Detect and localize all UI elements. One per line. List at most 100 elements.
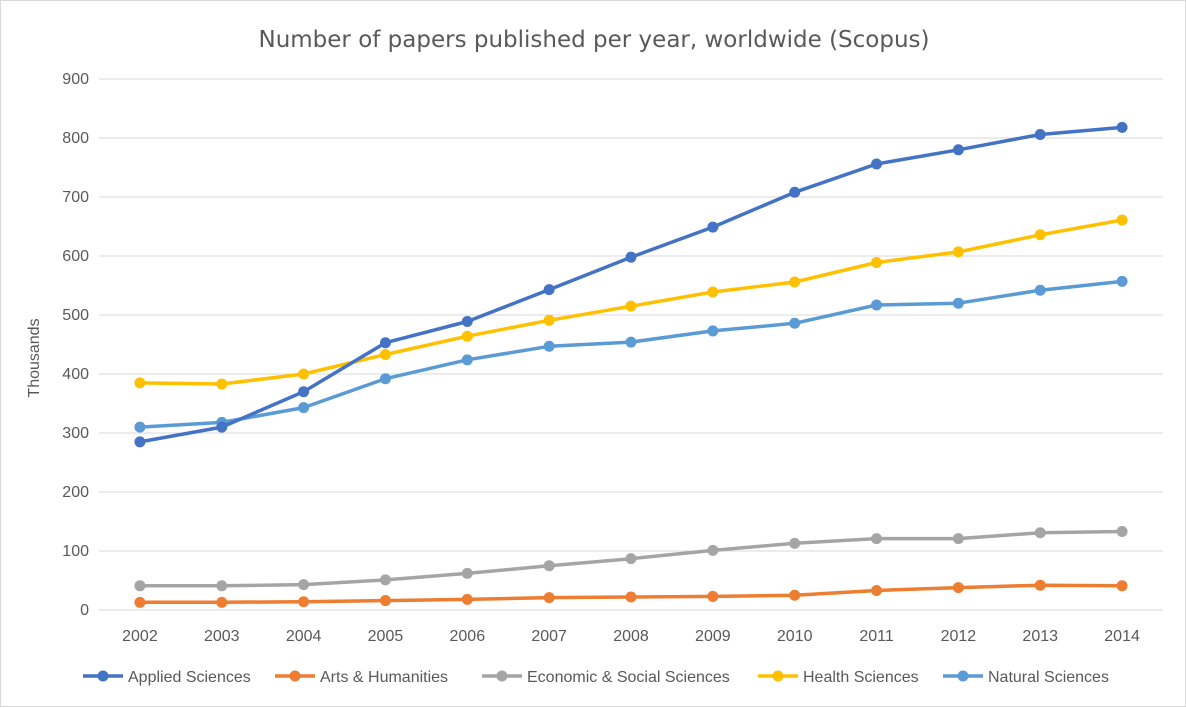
x-axis-ticks: 2002 2003 2004 2005 2006 2007 2008 2009 2010 2011… <box>122 628 1140 645</box>
legend-label: Health Sciences <box>803 669 919 686</box>
data-point <box>625 553 637 565</box>
series-natural-sciences <box>134 275 1128 433</box>
data-point <box>379 337 391 349</box>
x-tick-label: 2014 <box>1104 628 1140 645</box>
data-point <box>379 595 391 607</box>
series-economic-social-sciences <box>134 526 1128 592</box>
data-point <box>952 582 964 594</box>
legend-label: Applied Sciences <box>128 669 251 686</box>
legend-item: Natural Sciences <box>943 669 1109 686</box>
x-tick-label: 2007 <box>531 628 567 645</box>
data-point <box>1034 579 1046 591</box>
data-point <box>1034 128 1046 140</box>
data-point <box>952 144 964 156</box>
legend-swatch-marker <box>289 670 301 682</box>
x-tick-label: 2012 <box>941 628 977 645</box>
data-point <box>625 251 637 263</box>
x-tick-label: 2009 <box>695 628 731 645</box>
legend-swatch-marker <box>957 670 969 682</box>
y-tick-label: 400 <box>62 366 89 383</box>
data-point <box>461 567 473 579</box>
data-point <box>707 544 719 556</box>
data-point <box>298 368 310 380</box>
data-point <box>134 596 146 608</box>
x-tick-label: 2004 <box>286 628 322 645</box>
data-point <box>543 314 555 326</box>
x-tick-label: 2006 <box>450 628 486 645</box>
legend-item: Economic & Social Sciences <box>482 669 730 686</box>
data-point <box>789 276 801 288</box>
y-tick-label: 300 <box>62 425 89 442</box>
data-point <box>134 580 146 592</box>
y-tick-label: 700 <box>62 189 89 206</box>
data-point <box>298 402 310 414</box>
legend-swatch-marker <box>772 670 784 682</box>
data-point <box>543 340 555 352</box>
data-point <box>952 297 964 309</box>
data-point <box>379 373 391 385</box>
data-point <box>952 533 964 545</box>
data-point <box>298 579 310 591</box>
data-point <box>298 386 310 398</box>
legend-swatch-marker <box>496 670 508 682</box>
y-tick-label: 100 <box>62 543 89 560</box>
data-point <box>461 354 473 366</box>
x-tick-label: 2005 <box>368 628 404 645</box>
data-point <box>461 315 473 327</box>
data-point <box>625 300 637 312</box>
x-tick-label: 2008 <box>613 628 649 645</box>
series-line <box>138 125 1124 444</box>
series-applied-sciences <box>134 121 1128 448</box>
data-point <box>1116 580 1128 592</box>
data-point <box>461 593 473 605</box>
data-point <box>379 574 391 586</box>
series-health-sciences <box>134 214 1128 390</box>
y-tick-label: 200 <box>62 484 89 501</box>
data-point <box>707 221 719 233</box>
data-point <box>707 325 719 337</box>
data-point <box>789 317 801 329</box>
data-point <box>707 286 719 298</box>
data-point <box>216 580 228 592</box>
data-point <box>134 377 146 389</box>
y-tick-label: 0 <box>80 602 89 619</box>
legend-label: Economic & Social Sciences <box>527 669 730 686</box>
legend-item: Health Sciences <box>758 669 919 686</box>
data-point <box>1034 229 1046 241</box>
data-point <box>134 421 146 433</box>
data-point <box>1116 214 1128 226</box>
y-tick-label: 800 <box>62 130 89 147</box>
data-point <box>216 421 228 433</box>
data-point <box>707 590 719 602</box>
data-point <box>1116 121 1128 133</box>
y-axis-label: Thousands <box>26 318 43 397</box>
data-point <box>789 186 801 198</box>
legend-item: Applied Sciences <box>83 669 251 686</box>
data-point <box>871 585 883 597</box>
data-point <box>871 256 883 268</box>
x-tick-label: 2003 <box>204 628 240 645</box>
legend-item: Arts & Humanities <box>275 669 448 686</box>
data-point <box>134 436 146 448</box>
series-lines <box>134 121 1128 608</box>
x-tick-label: 2010 <box>777 628 813 645</box>
legend: Applied Sciences Arts & Humanities Economi… <box>83 669 1109 686</box>
gridlines <box>99 78 1163 611</box>
data-point <box>1034 527 1046 539</box>
data-point <box>379 349 391 361</box>
legend-swatch-marker <box>97 670 109 682</box>
data-point <box>216 596 228 608</box>
data-point <box>625 336 637 348</box>
x-tick-label: 2002 <box>122 628 158 645</box>
legend-label: Natural Sciences <box>988 669 1109 686</box>
data-point <box>543 592 555 604</box>
data-point <box>543 284 555 296</box>
y-tick-label: 900 <box>62 71 89 88</box>
data-point <box>461 330 473 342</box>
data-point <box>1116 275 1128 287</box>
data-point <box>952 246 964 258</box>
data-point <box>216 378 228 390</box>
data-point <box>543 560 555 572</box>
